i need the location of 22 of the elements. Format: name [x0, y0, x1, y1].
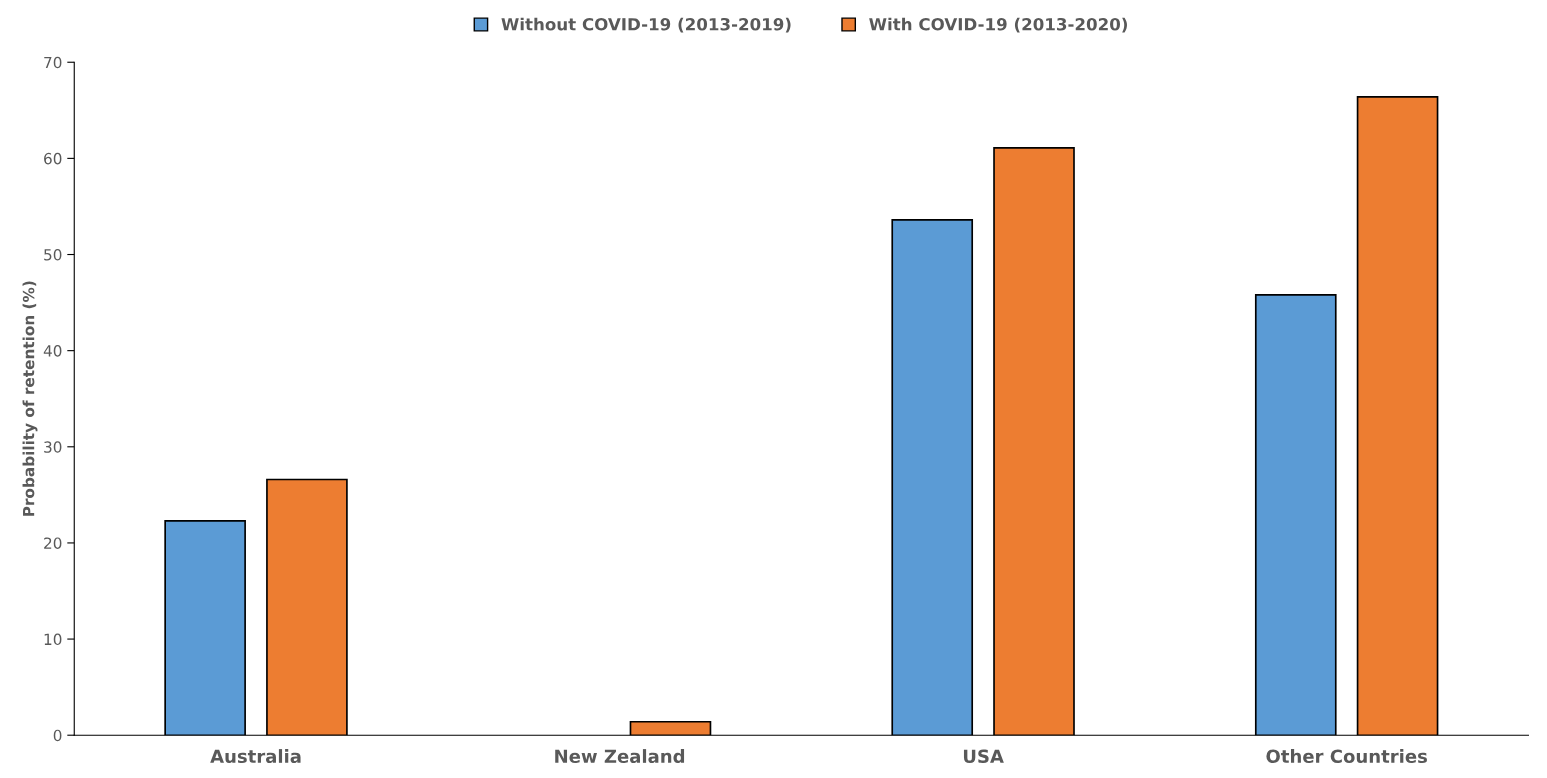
y-tick-label: 0 — [53, 729, 62, 742]
y-tick-label: 30 — [44, 441, 62, 453]
y-tick-label: 20 — [44, 537, 62, 549]
legend-label: Without COVID-19 (2013-2019) — [501, 17, 791, 33]
bar — [891, 219, 974, 736]
x-tick-label: Australia — [210, 749, 301, 764]
y-tick-label: 10 — [44, 633, 62, 646]
bar — [629, 720, 712, 736]
bar — [164, 519, 246, 736]
bar — [1356, 96, 1439, 736]
y-tick-label: 60 — [44, 152, 62, 165]
y-axis-title: Probability of retention (%) — [22, 281, 38, 516]
y-tick-label: 70 — [44, 56, 62, 69]
y-tick-label: 50 — [44, 248, 62, 261]
x-tick-label: Other Countries — [1266, 749, 1427, 764]
legend-label: With COVID-19 (2013-2020) — [869, 17, 1127, 33]
bar — [266, 478, 348, 736]
bar — [993, 146, 1075, 736]
y-tick-label: 40 — [43, 345, 62, 357]
x-tick-label: USA — [963, 749, 1004, 764]
x-tick-label: New Zealand — [555, 749, 685, 764]
bar — [1254, 294, 1337, 736]
